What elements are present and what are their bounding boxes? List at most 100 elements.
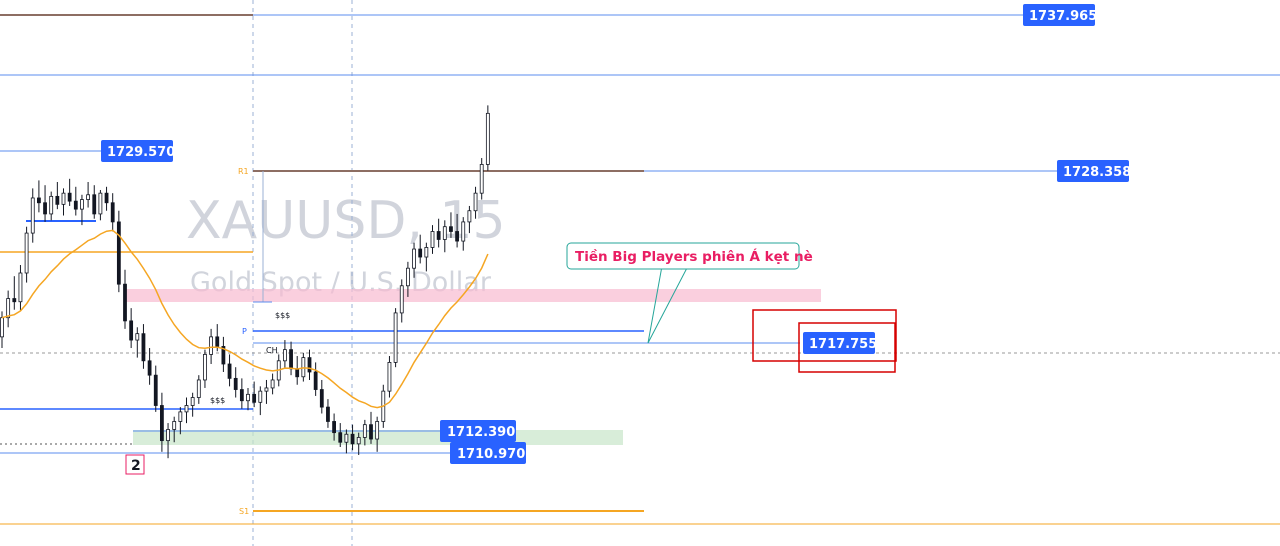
candle [326,399,330,428]
candle [252,381,257,408]
candle-body-down [313,371,318,390]
candle-body-down [147,360,152,376]
candle [338,423,343,448]
candle-body-up [485,112,490,165]
supply-zone [125,289,821,302]
candle-body-down [104,192,109,204]
candle [399,279,404,323]
price-label-text: 1717.755 [809,337,877,352]
candle [264,379,269,404]
wave-label: 2 [131,458,141,474]
candle [80,194,84,226]
price-label-low[interactable]: 1710.970 [450,442,526,464]
highlight-box [752,309,897,362]
candle [289,341,293,376]
candle-body-up [80,199,84,210]
candle-body-up [442,226,447,240]
candle-body-up [61,192,66,205]
candle-body-down [418,248,423,258]
candle [43,185,47,222]
candle [362,419,367,446]
candle-body-up [190,397,195,406]
pivot-p-label: P [242,327,247,336]
candle [209,328,214,364]
candle-body-down [338,432,343,443]
candle [196,375,201,404]
candle-body-down [37,197,41,204]
price-label-text: 1729.570 [107,145,175,160]
candle-body-up [467,210,472,223]
candle [227,354,232,387]
candle-body-up [264,387,269,392]
candle [104,186,109,211]
candle [190,392,195,417]
candle-body-down [141,333,146,362]
candle [135,327,140,358]
candle-body-up [0,317,4,338]
candle-body-up [344,433,349,443]
candle [270,373,275,395]
candle-body-down [319,389,324,408]
price-label-r1[interactable]: 1728.358 [1057,160,1131,182]
callout-text: Tiền Big Players phiên Á kẹt nè [575,248,813,265]
candle-body-down [326,406,330,422]
candle [258,386,263,416]
candle [203,349,207,388]
candle [369,411,373,444]
candle [141,324,146,369]
callout-box[interactable] [566,242,800,270]
candle-body-up [405,267,410,287]
candle-body-up [98,192,103,215]
candle [6,290,11,328]
candle [473,186,478,219]
callout-pointer [647,265,689,344]
candle-body-up [196,379,201,398]
candle [73,186,78,216]
candle-body-down [73,200,78,210]
candle [295,356,300,385]
price-label-text: 1712.390 [447,425,515,440]
candle [110,193,115,232]
candle [246,387,250,411]
candle-body-down [289,349,293,370]
watermark-symbol: XAUUSD, 15 [186,191,506,251]
candle [129,308,134,349]
candle [350,424,355,451]
candle-body-up [6,298,11,319]
candle [387,356,392,398]
candle [37,180,41,213]
candle [221,336,226,372]
candle-body-up [430,231,435,248]
candle-body-up [178,411,183,422]
candle [455,213,460,248]
candle-body-down [295,368,300,378]
pivot-s1-label: S1 [239,507,249,516]
price-label-text: 1728.358 [1063,165,1131,180]
candle [159,392,164,452]
liquidity-bottom-label: $$$ [210,396,225,405]
price-label-entry[interactable]: 1717.755 [803,332,877,354]
candle-body-up [424,247,429,258]
candle-body-up [49,195,54,215]
candle-body-down [239,389,244,402]
candle [49,191,54,221]
price-label-top[interactable]: 1737.965 [1023,4,1097,26]
candle-body-down [350,433,355,445]
candle [92,185,97,219]
candle-body-up [166,429,170,442]
candle-body-up [362,424,367,438]
candle-body-down [67,192,72,202]
candle [479,158,484,200]
price-label-swing-high[interactable]: 1729.570 [101,140,175,162]
candle-body-up [258,390,263,403]
candle [424,242,429,272]
candle-body-up [24,232,29,274]
candle-body-down [455,231,460,242]
candle [116,210,121,293]
candle-body-up [209,336,214,355]
price-label-swing-low[interactable]: 1712.390 [440,420,516,442]
candle [61,188,66,216]
candle-body-down [123,283,127,322]
candle [12,276,17,310]
